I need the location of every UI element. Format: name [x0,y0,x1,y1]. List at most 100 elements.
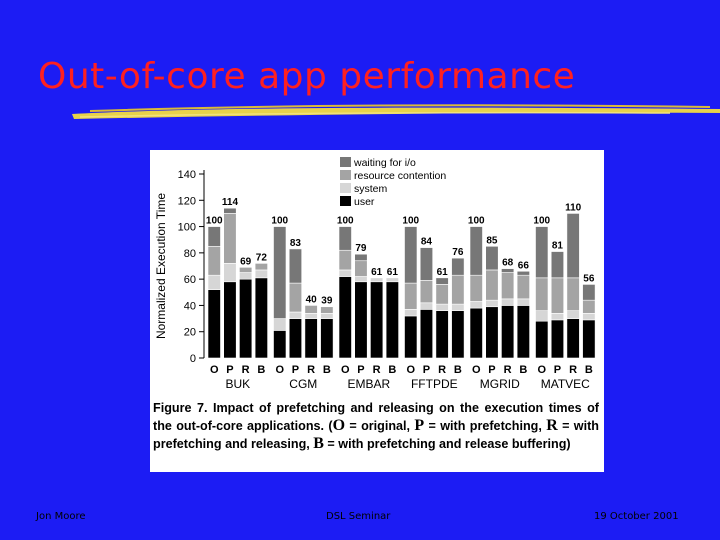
bar-segment-user [273,330,287,359]
bar-segment-contention [501,272,515,300]
y-axis-label: Normalized Execution Time [154,193,168,339]
bar-value-label: 56 [583,273,595,284]
bar-segment-system [501,298,515,306]
slide-title: Out-of-core app performance [38,56,576,97]
caption-text-1: Figure 7. Impact of prefetching and rele… [153,401,599,433]
legend-swatch [340,157,351,167]
y-tick-label: 120 [178,195,196,207]
legend-label: user [354,196,375,208]
figure-caption: Figure 7. Impact of prefetching and rele… [153,400,599,453]
bar-segment-system [404,309,418,317]
caption-text-3: = with prefetching, [424,419,547,433]
caption-text-4: = with prefetching and releasing, [153,419,599,451]
bar-category-label: O [537,364,546,376]
bar-value-label: 39 [321,296,333,307]
bar-segment-system [304,313,318,319]
bar-segment-user [304,318,318,359]
bar-segment-contention [550,277,565,314]
bar-category-label: O [275,364,284,376]
bar-category-label: R [307,364,315,376]
y-tick-label: 20 [184,327,196,339]
bar-segment-system [239,272,253,280]
bar-category-label: B [585,364,593,376]
bar-segment-contention [535,277,549,311]
bar-segment-user [469,307,483,359]
bar-segment-system [385,277,399,283]
y-tick-label: 40 [184,300,196,312]
legend-label: waiting for i/o [353,157,416,169]
bar-value-label: 66 [518,260,530,271]
bar-segment-contention [469,274,483,302]
bar-segment-contention [419,280,434,304]
bar-segment-user [223,281,237,359]
bar-segment-system [254,269,268,279]
bar-value-label: 61 [371,267,383,278]
group-label: CGM [289,377,317,391]
bar-segment-waiting [288,248,302,284]
title-underline-brushstroke [72,104,720,119]
bar-category-label: P [357,364,364,376]
footer-date: 19 October 2001 [594,511,679,522]
group-label: FFTPDE [411,377,458,391]
bar-segment-contention [451,274,465,305]
bar-segment-system [451,303,465,311]
bar-segment-waiting [354,253,368,262]
bar-segment-waiting [207,226,221,247]
figure-panel: Normalized Execution Time 0 20 40 60 80 100 120… [150,150,604,472]
bar-category-label: R [438,364,446,376]
bar-segment-contention [338,249,352,271]
bar-segment-user [288,318,302,359]
bar-category-label: B [519,364,527,376]
bar-segment-contention [288,282,302,313]
bar-segment-waiting [435,277,449,285]
bar-value-label: 61 [437,267,449,278]
bar-category-label: R [373,364,381,376]
bar-segment-system [354,276,368,283]
bar-segment-contention [566,277,580,311]
bar-category-label: R [569,364,577,376]
bar-category-label: O [472,364,481,376]
legend-swatch [340,196,351,206]
y-tick-label: 60 [184,274,196,286]
bar-value-label: 69 [240,256,252,267]
bar-segment-system [550,313,565,321]
bar-segment-contention [207,245,221,276]
bar-segment-user [338,276,352,359]
bar-segment-user [582,319,596,359]
bar-value-label: 84 [421,237,433,248]
bar-segment-waiting [338,226,352,251]
bar-segment-user [516,305,530,359]
footer-event: DSL Seminar [326,511,391,522]
bar-value-label: 100 [468,216,485,227]
bar-value-label: 76 [452,247,464,258]
bar-value-label: 61 [387,267,399,278]
group-label: MATVEC [541,377,590,391]
bar-segment-waiting [469,226,483,276]
bar-segment-system [485,299,499,308]
bar-value-label: 81 [552,241,564,252]
caption-p-letter: P [414,417,425,434]
bar-segment-contention [223,213,237,264]
bar-segment-user [370,281,384,359]
caption-text-2: = original, [345,419,415,433]
bar-segment-system [370,277,384,283]
bar-segment-user [207,289,221,359]
bar-segment-waiting [550,251,565,279]
bar-segment-contention [516,274,530,300]
bar-segment-user [485,306,499,359]
bar-value-label: 100 [271,216,288,227]
y-tick-label: 140 [178,169,196,181]
bar-value-label: 40 [306,294,318,305]
bar-segment-contention [404,282,418,310]
bar-segment-waiting [273,226,287,319]
bar-segment-contention [254,263,268,271]
bar-category-label: R [242,364,250,376]
bar-category-label: B [323,364,331,376]
bar-segment-contention [320,306,334,314]
y-tick-label: 100 [178,222,196,234]
bar-segment-waiting [516,270,530,276]
bar-segment-user [451,310,465,359]
bar-segment-contention [354,260,368,277]
y-tick-label: 0 [190,353,196,365]
bar-value-label: 85 [486,235,498,246]
